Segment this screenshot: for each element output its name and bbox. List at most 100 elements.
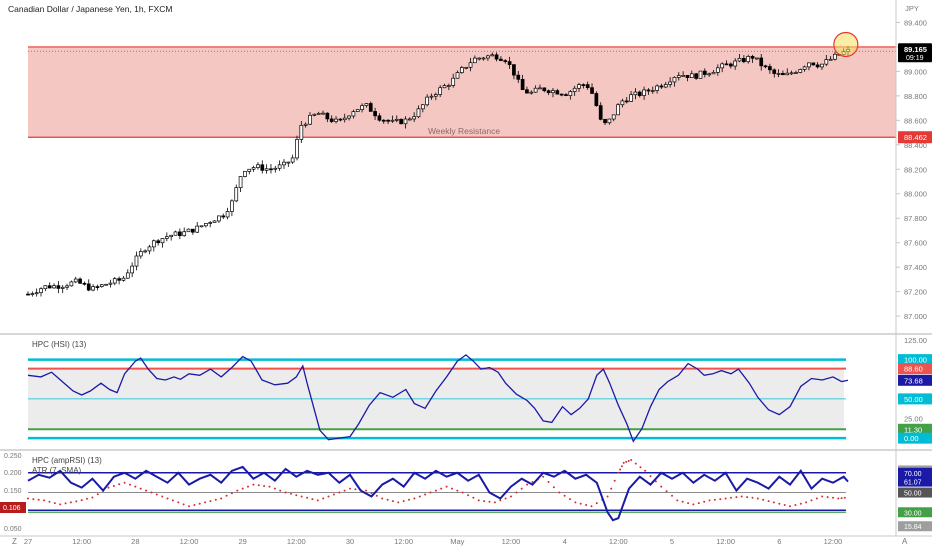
- atr-dot: [59, 503, 62, 506]
- hsi-tick-label: 125.00: [904, 336, 927, 345]
- candle-up: [264, 168, 269, 171]
- candle-down: [377, 115, 382, 121]
- candle-up: [99, 284, 104, 287]
- hsi-tick-label: 11.30: [904, 425, 922, 434]
- atr-dot: [681, 500, 684, 503]
- atr-dot: [627, 460, 630, 462]
- atr-dot: [155, 493, 158, 496]
- candle-up: [230, 200, 234, 212]
- atr-dot: [91, 496, 94, 499]
- candle-down: [685, 75, 690, 78]
- atr-tick-label: 0.150: [4, 488, 22, 495]
- candle-up: [208, 222, 213, 224]
- atr-dot: [671, 494, 673, 497]
- atr-dot: [408, 498, 410, 501]
- timezone-button[interactable]: Z: [12, 537, 17, 546]
- candle-down: [750, 56, 755, 59]
- candle-up: [807, 62, 811, 68]
- atr-dot: [837, 497, 840, 500]
- atr-dot: [579, 502, 582, 505]
- amprsi-value-tag: [898, 476, 932, 487]
- time-tick-label: 12:00: [180, 537, 199, 546]
- atr-dot: [134, 485, 137, 488]
- price-tick-label: 87.800: [904, 214, 927, 223]
- candle-up: [347, 115, 351, 119]
- hsi-value-tag: [898, 423, 932, 435]
- atr-dot: [375, 494, 378, 497]
- time-axis[interactable]: 27 12:00 28 12:00 29 12:00 30 12:00 May 12:00 4 12:…: [0, 535, 932, 546]
- resistance-zone: [28, 46, 896, 138]
- atr-dot: [338, 491, 341, 494]
- atr-dot: [697, 502, 700, 505]
- hsi-value-tag: [898, 393, 932, 405]
- price-tick-label: 89.400: [904, 18, 927, 27]
- candle-down: [516, 74, 521, 80]
- atr-dot: [620, 465, 623, 468]
- atr-dot: [413, 497, 416, 500]
- candle-up: [698, 70, 703, 79]
- atr-dot: [810, 499, 813, 502]
- amprsi-value-tag: [898, 467, 932, 478]
- candle-down: [381, 119, 386, 122]
- price-axis[interactable]: JPY 89.40089.20089.00088.80088.60088.400…: [895, 0, 932, 536]
- candle-up: [607, 118, 612, 124]
- candle-up: [108, 282, 113, 285]
- candle-up: [642, 89, 646, 96]
- atr-dot: [840, 497, 843, 500]
- atr-dot: [510, 495, 512, 498]
- candle-up: [473, 57, 477, 64]
- atr-dot: [619, 468, 622, 471]
- candle-up: [199, 225, 204, 228]
- candle-up: [629, 94, 633, 102]
- atr-dot: [434, 489, 437, 492]
- candle-up: [286, 161, 291, 164]
- atr-dot: [520, 487, 523, 490]
- candle-up: [243, 171, 247, 177]
- candle-up: [802, 66, 807, 70]
- candle-down: [564, 94, 568, 96]
- candle-up: [65, 285, 69, 288]
- price-tick-label: 87.200: [904, 288, 927, 297]
- atr-dot: [263, 485, 266, 487]
- atr-dot: [552, 486, 555, 489]
- candle-up: [798, 69, 803, 73]
- support-price-value: 88.462: [904, 133, 927, 142]
- candle-up: [138, 251, 143, 257]
- atr-dot: [789, 505, 791, 508]
- candle-up: [69, 281, 74, 287]
- candle-up: [303, 123, 308, 126]
- candle-up: [164, 236, 169, 239]
- amprsi-tick-label: 70.00: [904, 471, 922, 478]
- atr-tick-label: 0.250: [4, 453, 22, 460]
- atr-dot: [735, 496, 738, 499]
- candle-down: [269, 168, 273, 171]
- atr-dot: [493, 501, 496, 504]
- time-tick-label: 5: [670, 537, 674, 546]
- atr-dot: [268, 485, 271, 488]
- candle-down: [95, 286, 100, 288]
- atr-dot: [805, 501, 808, 504]
- candle-down: [520, 78, 525, 91]
- candle-up: [186, 228, 191, 233]
- atr-dot: [69, 501, 72, 504]
- candle-up: [52, 285, 56, 289]
- atr-dot: [569, 498, 571, 501]
- atr-left-axis: 0.250 0.200 0.150 0.106 0.050: [0, 453, 26, 533]
- candle-up: [195, 225, 200, 233]
- auto-scale-button[interactable]: A: [902, 537, 908, 546]
- atr-dot: [843, 496, 846, 499]
- price-tick-label: 88.000: [904, 190, 927, 199]
- candle-up: [755, 57, 759, 60]
- candle-down: [191, 228, 195, 233]
- candle-up: [529, 91, 534, 94]
- amprsi-tick-label: 15.84: [904, 524, 922, 531]
- atr-dot: [762, 498, 765, 501]
- atr-dot: [483, 500, 486, 503]
- atr-dot: [64, 502, 67, 505]
- time-tick-label: 12:00: [394, 537, 413, 546]
- candle-up: [182, 231, 187, 237]
- candle-down: [768, 66, 772, 71]
- atr-dot: [767, 500, 770, 503]
- time-tick-label: May: [450, 537, 464, 546]
